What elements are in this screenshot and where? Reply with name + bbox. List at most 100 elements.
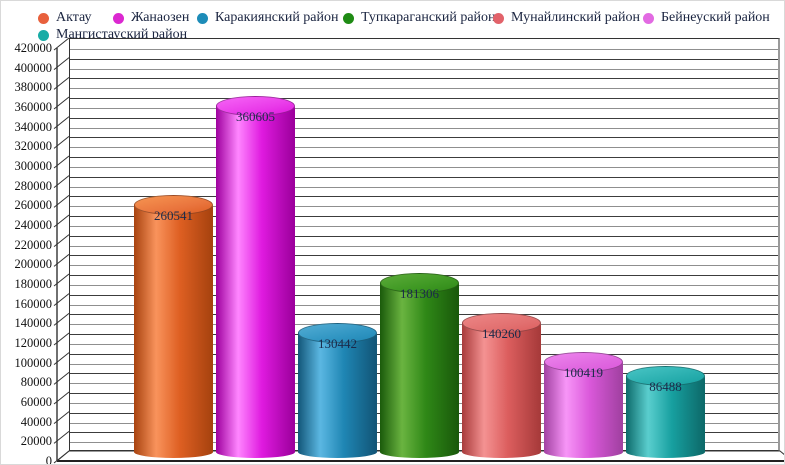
y-axis-tick-label: 60000	[20, 395, 52, 409]
legend-item: Каракиянский район	[197, 11, 339, 25]
bar-body	[626, 375, 705, 458]
major-gridline	[70, 98, 778, 99]
major-gridline	[70, 196, 778, 198]
y-axis-tick	[53, 57, 70, 71]
y-axis-tick-label: 160000	[14, 296, 53, 311]
y-axis-tick	[53, 37, 70, 51]
legend-marker-icon	[197, 12, 208, 24]
y-axis-tick-label: 200000	[14, 257, 53, 272]
minor-gridline	[70, 48, 778, 50]
major-gridline	[70, 157, 778, 158]
minor-gridline	[70, 107, 778, 109]
y-axis-tick-label: 280000	[14, 178, 53, 193]
y-axis-tick-label: 360000	[14, 100, 53, 114]
major-gridline	[70, 216, 778, 217]
bar-top-ellipse	[216, 96, 295, 117]
y-axis-tick	[53, 253, 70, 267]
bar-value-label: 181306	[400, 285, 439, 301]
bar-body	[134, 204, 213, 458]
y-axis-tick-label: 420000	[14, 41, 53, 55]
bar-top-ellipse	[134, 194, 213, 215]
major-gridline	[70, 58, 778, 60]
legend-item: Тупкараганский район	[343, 11, 496, 25]
y-axis-tick-label: 300000	[14, 159, 53, 173]
y-axis-tick-label: 180000	[14, 277, 53, 291]
y-axis-tick-label: 100000	[14, 355, 53, 370]
y-axis-tick-label: 320000	[14, 139, 53, 154]
y-axis-tick	[53, 312, 70, 326]
y-axis-tick-label: 260000	[14, 198, 53, 213]
legend-item: Мунайлинский район	[493, 11, 640, 25]
y-axis-tick	[53, 135, 70, 149]
minor-gridline	[70, 265, 778, 267]
minor-gridline	[70, 206, 778, 208]
legend-item: Бейнеуский район	[643, 11, 770, 25]
legend-label: Тупкараганский район	[361, 10, 496, 25]
bar-value-label: 86488	[649, 378, 682, 394]
bar-top-ellipse	[462, 313, 541, 334]
legend-marker-icon	[38, 29, 49, 41]
minor-gridline	[70, 166, 778, 168]
y-axis-tick-label: 20000	[20, 434, 52, 449]
bar-body	[298, 332, 377, 458]
y-axis-tick	[53, 175, 70, 189]
legend-marker-icon	[493, 12, 504, 24]
minor-gridline	[70, 127, 778, 129]
legend-label: Актау	[56, 10, 92, 25]
y-axis-tick	[53, 450, 70, 464]
bar-top-ellipse	[380, 272, 459, 293]
minor-gridline	[70, 147, 778, 149]
major-gridline	[70, 235, 778, 237]
legend-label: Каракиянский район	[215, 10, 339, 25]
y-axis-tick	[53, 76, 70, 90]
bar-body	[544, 362, 623, 458]
bar-body	[380, 282, 459, 458]
y-axis-tick-label: 40000	[20, 414, 52, 429]
bar-cylinder: 360605	[216, 96, 295, 458]
legend-item: Актау	[38, 11, 92, 25]
y-axis-tick-label: 240000	[14, 218, 53, 232]
bar-value-label: 260541	[154, 207, 193, 223]
bar-cylinder: 86488	[626, 365, 705, 458]
minor-gridline	[70, 68, 778, 70]
y-axis-tick	[53, 430, 70, 444]
y-axis-tick	[53, 96, 70, 110]
bar-top-ellipse	[298, 322, 377, 343]
y-axis-tick	[53, 116, 70, 130]
legend-marker-icon	[113, 12, 124, 24]
bar-body	[462, 323, 541, 458]
y-axis-tick-label: 120000	[14, 336, 53, 350]
legend-label: Бейнеуский район	[661, 10, 770, 25]
y-axis-tick-label: 220000	[14, 237, 53, 252]
bar-cylinder: 140260	[462, 313, 541, 458]
y-axis-tick	[53, 273, 70, 287]
bar-cylinder: 260541	[134, 194, 213, 458]
bar-cylinder: 100419	[544, 352, 623, 458]
legend-label: Мунайлинский район	[511, 10, 640, 25]
y-axis-tick-label: 0	[45, 454, 52, 465]
major-gridline	[70, 176, 778, 178]
y-axis-tick	[53, 352, 70, 366]
major-gridline	[70, 255, 778, 257]
y-axis-tick-label: 140000	[14, 316, 53, 331]
y-axis-tick-label: 380000	[14, 80, 53, 95]
y-axis-tick	[53, 371, 70, 385]
y-axis-tick	[53, 332, 70, 346]
legend-marker-icon	[343, 12, 354, 24]
y-axis-tick	[53, 214, 70, 228]
y-axis-tick	[53, 391, 70, 405]
y-axis-tick	[53, 293, 70, 307]
y-axis-tick-label: 80000	[20, 375, 52, 390]
major-gridline	[70, 117, 778, 119]
legend-item: Жанаозен	[113, 11, 189, 25]
bar-cylinder: 181306	[380, 272, 459, 458]
minor-gridline	[70, 225, 778, 227]
y-axis-tick-label: 400000	[14, 60, 53, 75]
y-axis-tick	[53, 155, 70, 169]
legend-label: Жанаозен	[131, 10, 190, 25]
bar-value-label: 130442	[318, 335, 357, 351]
y-axis-tick-label: 340000	[14, 119, 53, 134]
bar-value-label: 100419	[564, 365, 603, 381]
legend-marker-icon	[643, 12, 654, 24]
bar-top-ellipse	[626, 365, 705, 386]
